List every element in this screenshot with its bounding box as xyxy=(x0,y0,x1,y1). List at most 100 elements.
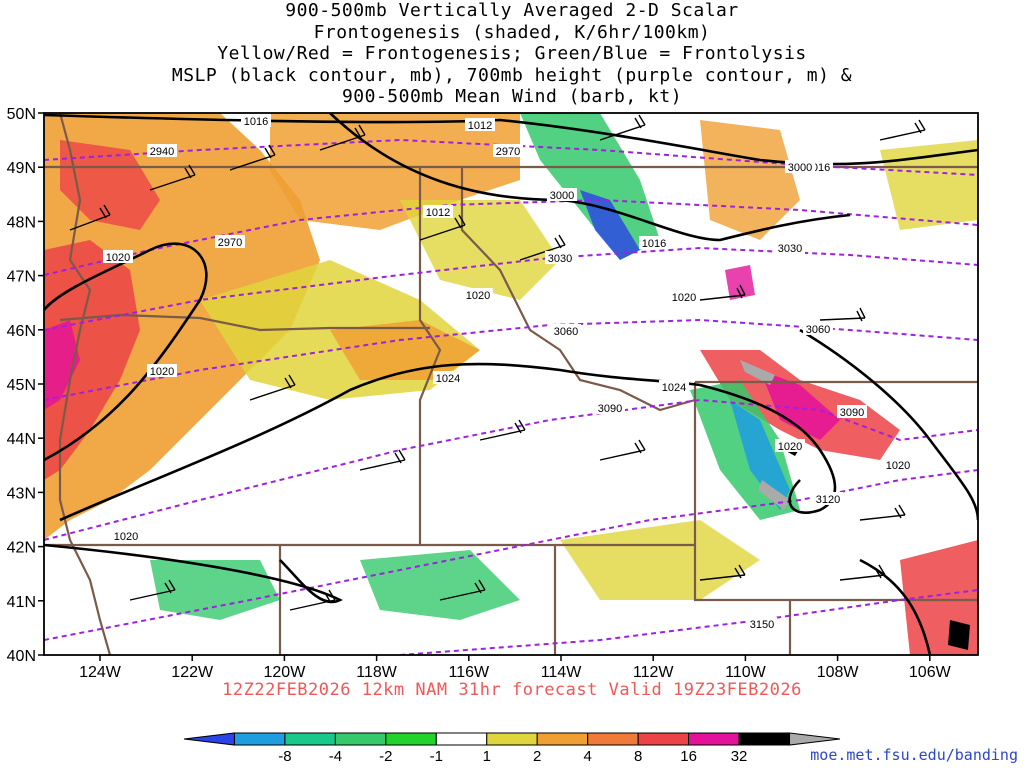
fgen-se-black xyxy=(948,620,970,650)
colorbar-swatch xyxy=(183,732,235,746)
wyoming-border xyxy=(693,380,978,602)
colorbar-swatch xyxy=(587,732,639,746)
lat-label: 43N xyxy=(7,485,36,502)
colorbar-swatch xyxy=(536,732,589,746)
colorbar-label: -1 xyxy=(430,748,443,765)
colorbar-swatch xyxy=(435,732,488,746)
height-label: 3090 xyxy=(598,403,622,415)
wind-barb xyxy=(599,439,646,461)
wind-barb xyxy=(819,307,866,322)
mslp-label-bg xyxy=(659,380,689,393)
colorbar-swatch xyxy=(233,732,286,746)
mslp-label-bg xyxy=(433,371,463,384)
height-label: 3060 xyxy=(806,324,830,336)
height-label-bg xyxy=(785,160,815,173)
height-label-bg xyxy=(147,144,177,157)
wind-barb xyxy=(289,589,336,611)
fgen-nw-red xyxy=(60,140,160,230)
mslp-contour xyxy=(799,328,978,521)
wa-or-border xyxy=(59,313,430,332)
colorbar-label: -8 xyxy=(278,748,291,765)
fgen-west-magenta xyxy=(44,320,80,410)
lon-label: 122W xyxy=(171,664,214,681)
height-label-bg xyxy=(493,144,523,157)
height-label-bg xyxy=(813,492,843,505)
wind-barb xyxy=(419,214,466,241)
mslp-label-bg xyxy=(423,205,453,218)
wind-barb xyxy=(439,579,486,601)
colorbar-label: 8 xyxy=(634,748,642,765)
shaded-field xyxy=(44,113,978,655)
colorbar-label: 1 xyxy=(483,748,491,765)
height-contour xyxy=(44,246,978,331)
wind-barb xyxy=(359,449,406,471)
forecast-valid-time: 12Z22FEB2026 12km NAM 31hr forecast Vali… xyxy=(222,680,802,700)
mslp-label: 1020 xyxy=(672,292,696,304)
lat-label: 47N xyxy=(7,269,36,286)
title-line-1: 900-500mb Vertically Averaged 2-D Scalar xyxy=(285,0,739,21)
mslp-label: 1016 xyxy=(244,116,268,128)
longitude-labels: 124W 122W 120W 118W 116W 114W 112W 110W 108W 106W xyxy=(79,655,952,681)
height-label-bg xyxy=(775,241,805,254)
lat-label: 46N xyxy=(7,323,36,340)
lon-label: 116W xyxy=(448,664,490,681)
mslp-label: 1020 xyxy=(886,460,910,472)
wind-barb xyxy=(839,564,886,581)
flys-south-green xyxy=(360,550,520,620)
fgen-ne-edge xyxy=(880,140,978,230)
wind-barb xyxy=(229,144,276,171)
mslp-contour xyxy=(59,362,701,522)
mslp-label-bg xyxy=(463,288,493,301)
height-contour xyxy=(44,469,978,641)
colorbar-swatch xyxy=(789,732,841,746)
wind-barb xyxy=(149,164,196,191)
colorbar-label: -2 xyxy=(379,748,392,765)
wind-barb xyxy=(479,419,526,441)
colorbar-label: 16 xyxy=(680,748,697,765)
mslp-contours xyxy=(44,113,978,655)
lon-label: 106W xyxy=(909,664,952,681)
fgen-east-magenta xyxy=(760,370,840,440)
height-label-bg xyxy=(837,405,867,418)
lat-label: 49N xyxy=(7,160,36,177)
height-label-bg xyxy=(803,322,833,335)
height-label-bg xyxy=(547,188,577,201)
mslp-label: 1024 xyxy=(436,373,460,385)
coastline xyxy=(58,113,112,655)
lon-label: 112W xyxy=(633,664,675,681)
height-contour xyxy=(44,318,978,401)
mslp-label-bg xyxy=(111,529,141,542)
height-label: 2940 xyxy=(150,146,174,158)
flys-north-blue xyxy=(580,190,640,260)
mslp-label: 1012 xyxy=(468,120,492,132)
title-line-3: Yellow/Red = Frontogenesis; Green/Blue =… xyxy=(217,43,807,65)
title-block: 900-500mb Vertically Averaged 2-D Scalar… xyxy=(0,0,1024,108)
mslp-label-bg xyxy=(775,439,805,452)
fgen-west-red xyxy=(44,240,140,480)
mslp-contour xyxy=(44,242,208,462)
mslp-label-bg xyxy=(465,118,495,131)
wind-barb xyxy=(699,564,746,581)
lat-label: 48N xyxy=(7,214,36,231)
fgen-ne-patch xyxy=(700,120,800,240)
mslp-label: 1016 xyxy=(642,238,666,250)
mslp-contour xyxy=(44,543,343,604)
wind-barb xyxy=(319,124,366,151)
lat-label: 41N xyxy=(7,594,36,611)
attribution-link[interactable]: moe.met.fsu.edu/banding xyxy=(810,746,1018,764)
wind-barb xyxy=(69,204,111,231)
mslp-label-bg xyxy=(241,114,271,127)
height-label: 3090 xyxy=(840,407,864,419)
height-label: 3060 xyxy=(554,326,578,338)
wind-barb xyxy=(879,119,926,141)
title-line-2: Frontogenesis (shaded, K/6hr/100km) xyxy=(313,21,711,43)
height-label-bg xyxy=(595,401,625,414)
wind-barb xyxy=(519,234,566,261)
flys-east-blue xyxy=(730,400,790,510)
mslp-label-bg xyxy=(103,250,133,263)
lon-label: 114W xyxy=(541,664,583,681)
mslp-contour xyxy=(699,383,837,514)
mslp-label-bg xyxy=(639,236,669,249)
wind-barbs xyxy=(69,114,926,611)
height-label: 3030 xyxy=(778,243,802,255)
